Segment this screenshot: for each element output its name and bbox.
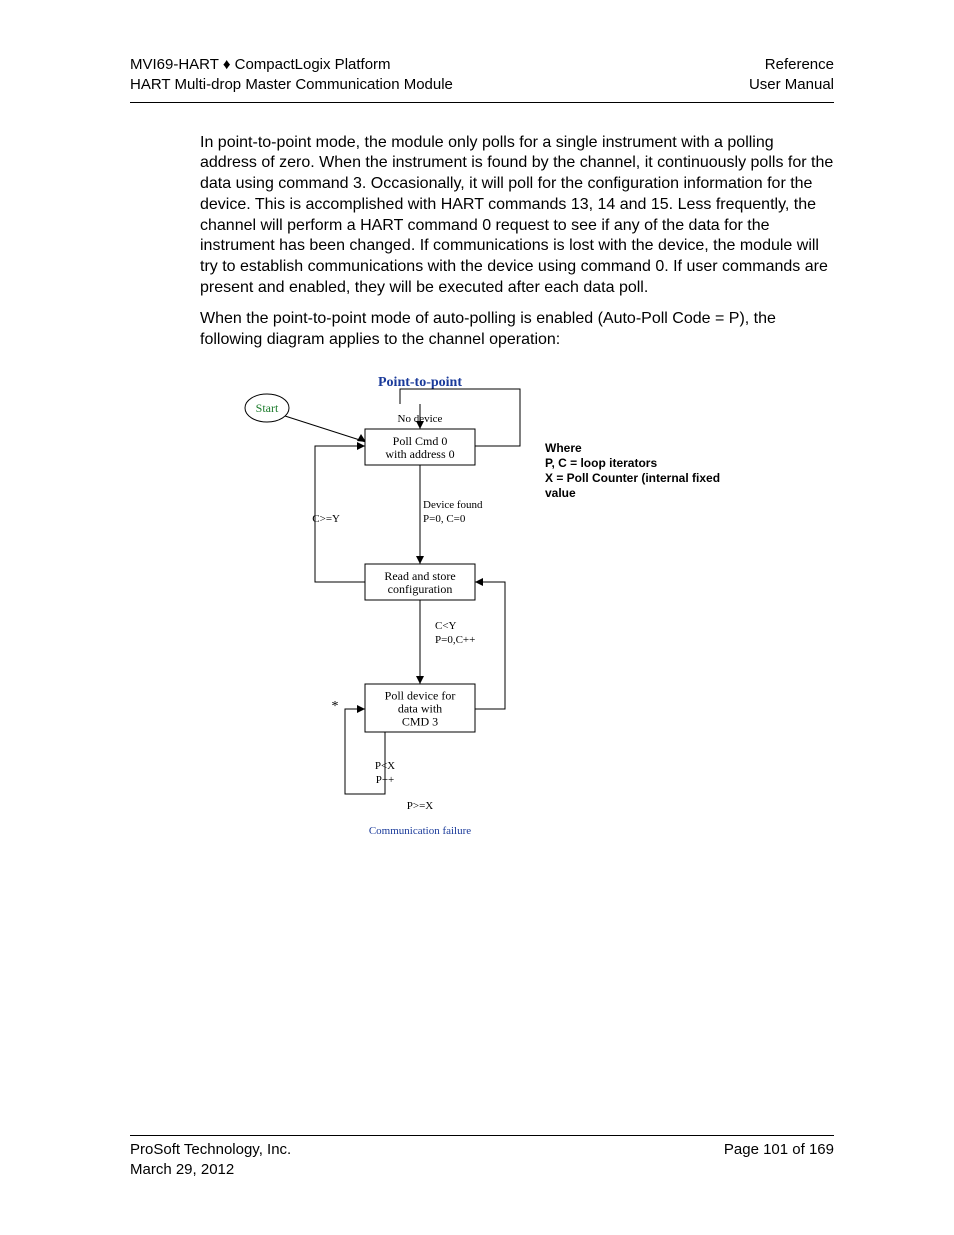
footer-date: March 29, 2012 [130,1160,291,1180]
svg-text:Start: Start [256,401,279,415]
svg-text:P>=X: P>=X [407,800,434,812]
svg-text:*: * [332,699,339,714]
footer-left: ProSoft Technology, Inc. March 29, 2012 [130,1140,291,1181]
svg-text:configuration: configuration [388,582,453,596]
svg-text:P<X: P<X [375,760,395,772]
body-paragraph: When the point-to-point mode of auto-pol… [200,309,834,351]
svg-text:value: value [545,486,576,500]
header-left: MVI69-HART ♦ CompactLogix Platform HART … [130,55,453,96]
svg-text:Device found: Device found [423,499,483,511]
svg-text:Point-to-point: Point-to-point [378,375,462,390]
svg-text:P=0, C=0: P=0, C=0 [423,513,466,525]
svg-text:Poll device for: Poll device for [385,689,456,703]
svg-text:C>=Y: C>=Y [312,513,340,525]
header-platform: CompactLogix Platform [230,56,390,73]
svg-text:data with: data with [398,702,442,716]
header-subtitle: HART Multi-drop Master Communication Mod… [130,75,453,95]
svg-text:P=0,C++: P=0,C++ [435,634,475,646]
body-paragraph: In point-to-point mode, the module only … [200,133,834,299]
svg-text:X = Poll Counter (internal fix: X = Poll Counter (internal fixed [545,471,720,485]
svg-text:Where: Where [545,441,582,455]
footer-company: ProSoft Technology, Inc. [130,1140,291,1160]
page-body: In point-to-point mode, the module only … [130,103,834,845]
svg-text:P, C = loop iterators: P, C = loop iterators [545,456,657,470]
svg-text:C<Y: C<Y [435,620,457,632]
flowchart-diagram: Point-to-point Start Poll Cmd 0with addres… [200,360,834,844]
svg-text:CMD 3: CMD 3 [402,715,438,729]
footer-page: Page 101 of 169 [724,1140,834,1160]
header-doctype: User Manual [749,75,834,95]
footer-right: Page 101 of 169 [724,1140,834,1181]
svg-text:Poll Cmd 0: Poll Cmd 0 [393,434,448,448]
svg-text:No device: No device [398,413,443,425]
svg-text:Read and store: Read and store [384,569,455,583]
header-right: Reference User Manual [749,55,834,96]
page-footer: ProSoft Technology, Inc. March 29, 2012 … [130,1135,834,1181]
svg-text:Communication failure: Communication failure [369,825,471,837]
header-section: Reference [749,55,834,75]
header-product: MVI69-HART [130,56,223,73]
svg-text:with address 0: with address 0 [385,447,454,461]
page-header: MVI69-HART ♦ CompactLogix Platform HART … [130,55,834,103]
svg-text:P++: P++ [376,774,395,786]
